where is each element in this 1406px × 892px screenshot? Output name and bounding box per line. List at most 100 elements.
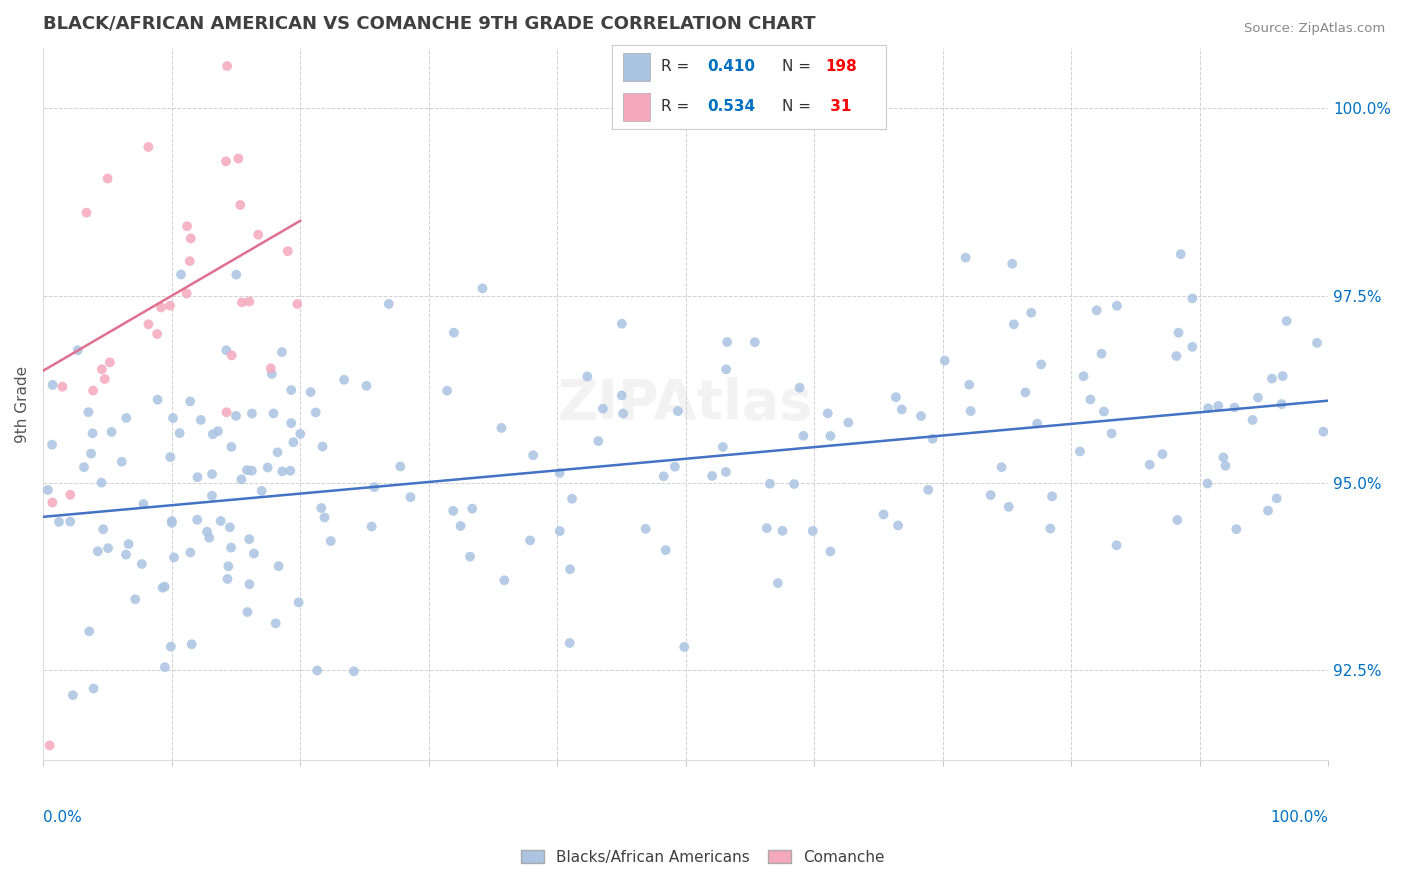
Point [186, 470, 208, 484]
Point [238, 577, 260, 591]
Point [231, 472, 253, 486]
Point [115, 548, 138, 562]
Point [792, 429, 814, 443]
Point [343, 665, 366, 679]
Point [443, 326, 465, 340]
Point [201, 427, 224, 442]
Point [333, 373, 356, 387]
Point [1197, 401, 1219, 416]
Point [884, 390, 907, 404]
Point [225, 268, 247, 282]
Point [240, 407, 263, 421]
Point [41, 495, 63, 509]
Point [363, 480, 385, 494]
Point [1031, 358, 1053, 372]
Point [160, 640, 183, 654]
Point [910, 409, 932, 423]
Point [66, 343, 89, 358]
Point [41, 438, 63, 452]
Point [176, 286, 198, 301]
Point [256, 460, 278, 475]
Point [1092, 404, 1115, 418]
Point [1197, 476, 1219, 491]
Point [997, 500, 1019, 514]
Point [980, 488, 1002, 502]
Text: R =: R = [661, 59, 695, 74]
Point [260, 367, 283, 381]
Point [700, 469, 723, 483]
Point [820, 429, 842, 443]
Point [250, 483, 273, 498]
Point [1223, 401, 1246, 415]
Point [759, 476, 782, 491]
Point [356, 379, 378, 393]
Point [215, 343, 238, 358]
Point [48, 515, 70, 529]
Point [228, 152, 250, 166]
Point [1166, 349, 1188, 363]
Point [280, 416, 302, 430]
Point [1090, 346, 1112, 360]
Point [955, 251, 977, 265]
Point [783, 477, 806, 491]
Point [890, 402, 912, 417]
Point [654, 543, 676, 558]
Point [170, 268, 193, 282]
Point [1271, 369, 1294, 384]
Point [190, 413, 212, 427]
Point [1139, 458, 1161, 472]
Point [77, 624, 100, 639]
Point [921, 432, 943, 446]
Point [1181, 292, 1204, 306]
Point [221, 348, 243, 362]
Point [1225, 522, 1247, 536]
Point [117, 537, 139, 551]
Point [138, 140, 160, 154]
Point [238, 294, 260, 309]
Point [217, 59, 239, 73]
Point [666, 404, 689, 418]
Point [1212, 450, 1234, 465]
Point [280, 383, 302, 397]
Point [1026, 417, 1049, 431]
Point [1167, 326, 1189, 340]
Point [450, 519, 472, 533]
Point [471, 281, 494, 295]
Point [219, 520, 242, 534]
Point [240, 464, 263, 478]
Point [176, 219, 198, 234]
Point [1080, 392, 1102, 407]
Text: R =: R = [661, 99, 695, 114]
Point [231, 295, 253, 310]
Text: N =: N = [782, 99, 815, 114]
Point [319, 534, 342, 549]
Point [115, 411, 138, 425]
Point [461, 501, 484, 516]
Point [1257, 503, 1279, 517]
Point [1170, 247, 1192, 261]
Point [247, 227, 270, 242]
Y-axis label: 9th Grade: 9th Grade [15, 366, 30, 443]
Point [801, 524, 824, 538]
Point [305, 405, 328, 419]
Point [522, 448, 544, 462]
Point [1261, 371, 1284, 385]
Text: 0.410: 0.410 [707, 59, 755, 74]
FancyBboxPatch shape [623, 93, 650, 120]
Point [90, 362, 112, 376]
Point [280, 464, 302, 478]
Text: 100.0%: 100.0% [1270, 810, 1329, 825]
Point [817, 406, 839, 420]
Point [755, 521, 778, 535]
Point [1265, 491, 1288, 506]
Point [311, 440, 333, 454]
Point [494, 574, 516, 588]
Point [159, 450, 181, 464]
Point [51, 380, 73, 394]
Point [263, 406, 285, 420]
Point [711, 440, 734, 454]
Point [744, 335, 766, 350]
Point [1105, 299, 1128, 313]
Point [548, 466, 571, 480]
Point [236, 605, 259, 619]
